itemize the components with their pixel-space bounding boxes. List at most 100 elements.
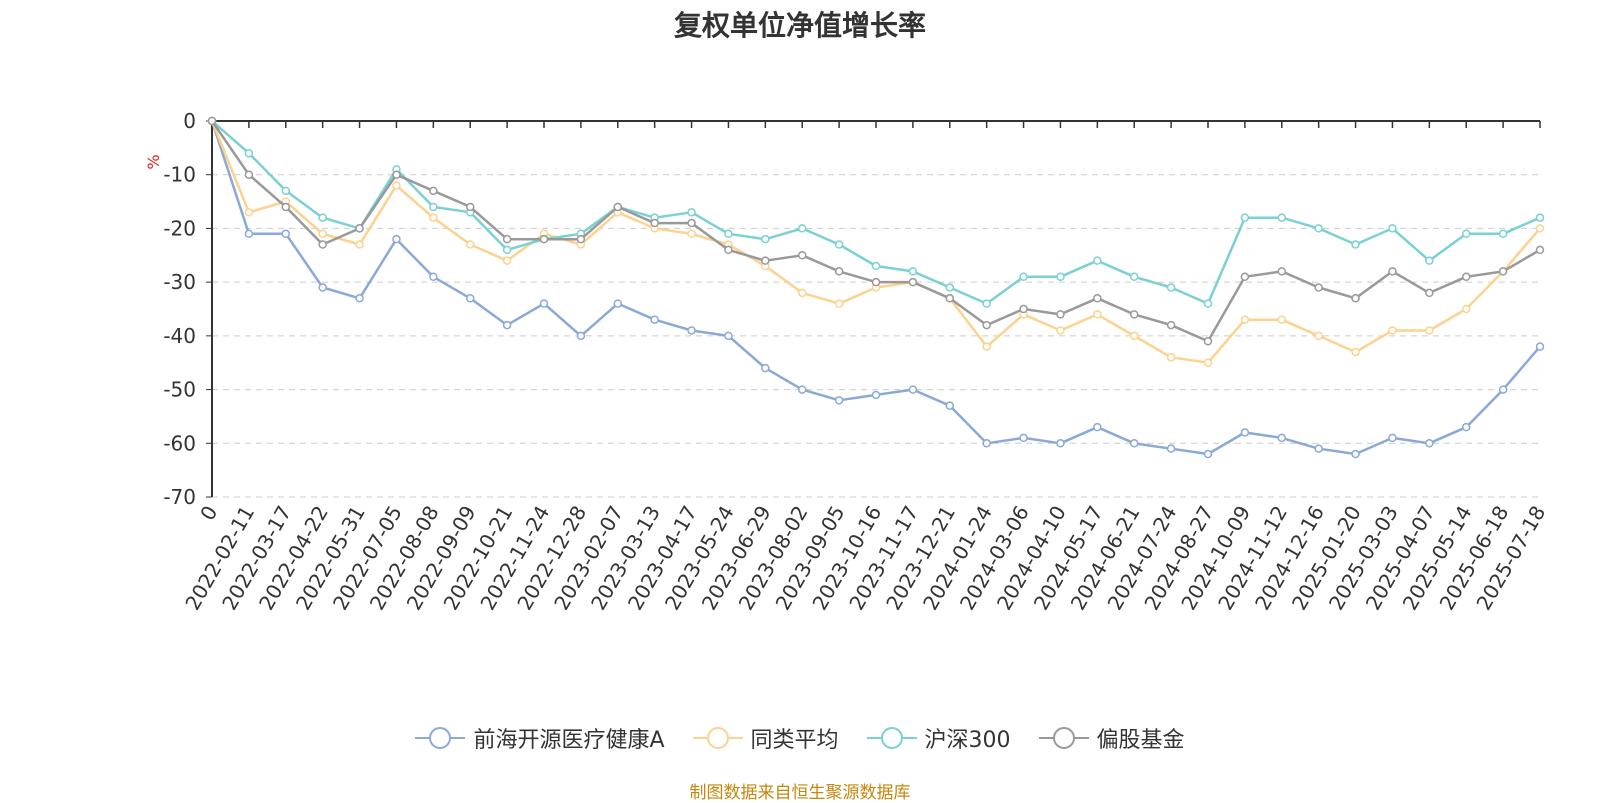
data-point-fund: [908, 385, 918, 394]
legend-item-peer[interactable]: 同类平均: [692, 722, 839, 754]
data-point-equity: [318, 240, 327, 249]
data-point-fund: [871, 390, 881, 400]
y-tick-label: -10: [163, 163, 196, 187]
data-point-equity: [502, 234, 512, 244]
data-point-peer: [687, 229, 696, 239]
y-axis-unit: %: [144, 154, 163, 169]
data-point-peer: [1166, 353, 1176, 362]
data-point-fund: [982, 439, 991, 448]
data-point-fund: [429, 272, 438, 282]
data-point-fund: [1351, 449, 1360, 459]
data-point-peer: [1535, 224, 1545, 233]
data-point-peer: [1277, 315, 1287, 324]
legend-label-fund: 前海开源医疗健康A: [473, 728, 665, 753]
data-point-fund: [945, 401, 955, 410]
y-tick-label: -30: [163, 270, 196, 294]
data-point-hs300: [687, 208, 696, 217]
data-point-hs300: [724, 229, 733, 239]
data-point-equity: [687, 218, 696, 228]
y-tick-label: -50: [163, 378, 196, 402]
data-point-fund: [576, 331, 586, 341]
data-point-equity: [281, 202, 291, 212]
data-point-fund: [1388, 433, 1397, 443]
data-point-peer: [465, 240, 475, 249]
data-point-peer: [1461, 304, 1471, 314]
data-point-fund: [1314, 444, 1323, 453]
data-point-peer: [392, 181, 401, 190]
data-point-equity: [1019, 304, 1028, 314]
data-point-equity: [1056, 310, 1065, 319]
data-point-equity: [465, 202, 475, 212]
legend-item-fund[interactable]: 前海开源医疗健康A: [415, 722, 665, 754]
data-point-peer: [1056, 326, 1065, 335]
data-point-equity: [1203, 336, 1213, 346]
data-point-hs300: [429, 202, 438, 212]
data-point-equity: [539, 234, 549, 244]
data-point-fund: [1019, 433, 1028, 443]
data-point-peer: [1351, 347, 1360, 357]
data-point-equity: [945, 294, 955, 303]
data-point-equity: [1461, 272, 1471, 282]
data-point-hs300: [1129, 272, 1139, 282]
data-point-peer: [429, 213, 438, 222]
data-point-fund: [724, 331, 733, 341]
legend-item-hs300[interactable]: 沪深300: [866, 722, 1011, 754]
data-point-fund: [650, 315, 659, 324]
data-point-hs300: [982, 299, 991, 308]
data-point-hs300: [1461, 229, 1471, 239]
data-point-fund: [281, 229, 291, 239]
data-point-equity: [982, 320, 991, 330]
data-point-hs300: [1240, 213, 1250, 222]
legend-marker-hs300-icon: [866, 727, 917, 749]
data-point-fund: [687, 326, 696, 335]
data-point-peer: [1203, 358, 1213, 367]
data-point-peer: [502, 256, 512, 265]
data-point-equity: [613, 202, 623, 212]
data-point-hs300: [1277, 213, 1287, 222]
data-point-equity: [392, 170, 401, 179]
data-point-peer: [834, 299, 844, 308]
data-point-equity: [724, 245, 733, 255]
data-point-equity: [1351, 294, 1360, 303]
legend-label-equity: 偏股基金: [1096, 728, 1185, 753]
data-point-equity: [1277, 267, 1287, 276]
data-point-hs300: [1019, 272, 1028, 282]
y-tick-label: -20: [163, 216, 196, 240]
data-point-fund: [539, 299, 549, 308]
data-point-equity: [1129, 310, 1139, 319]
data-point-hs300: [1425, 256, 1434, 265]
data-point-fund: [1129, 439, 1139, 448]
data-point-hs300: [1388, 224, 1397, 233]
data-point-hs300: [871, 261, 881, 271]
data-point-peer: [318, 229, 327, 239]
data-point-hs300: [1314, 224, 1323, 233]
data-point-peer: [1129, 331, 1139, 341]
data-point-hs300: [908, 267, 918, 276]
series-line-equity: [210, 120, 1541, 343]
data-point-fund: [244, 229, 254, 239]
data-point-fund: [1166, 444, 1176, 453]
data-point-equity: [761, 256, 770, 265]
data-point-equity: [1240, 272, 1250, 282]
data-point-fund: [1535, 342, 1545, 351]
data-point-peer: [1425, 326, 1434, 335]
source-note: 制图数据来自恒生聚源数据库: [689, 783, 911, 803]
data-point-fund: [761, 363, 770, 373]
data-point-peer: [1240, 315, 1250, 324]
data-point-equity: [908, 277, 918, 287]
data-point-hs300: [281, 186, 291, 196]
data-point-equity: [1388, 267, 1397, 276]
data-point-peer: [982, 342, 991, 351]
data-point-hs300: [244, 148, 254, 158]
legend-marker-peer-icon: [692, 727, 743, 749]
legend-item-equity[interactable]: 偏股基金: [1038, 722, 1185, 754]
data-point-equity: [244, 170, 254, 179]
data-point-equity: [797, 251, 807, 260]
data-point-fund: [613, 299, 623, 308]
data-point-equity: [1166, 320, 1176, 330]
data-point-fund: [1498, 385, 1508, 394]
data-point-equity: [834, 267, 844, 276]
data-point-fund: [1093, 422, 1102, 432]
data-point-hs300: [834, 240, 844, 249]
data-point-peer: [1388, 326, 1397, 335]
